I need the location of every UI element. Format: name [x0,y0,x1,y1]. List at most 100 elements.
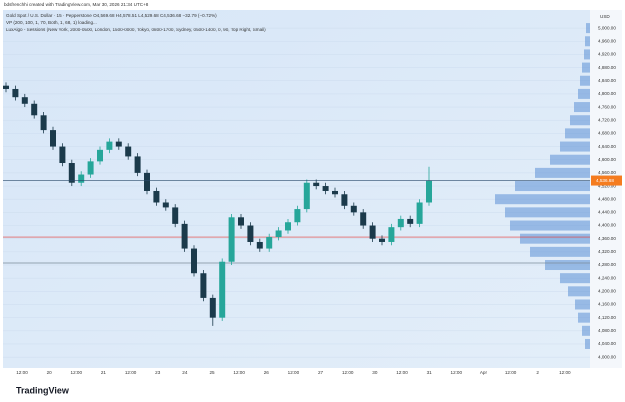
candle-body [313,182,320,187]
candle-body [238,217,244,226]
y-tick-label: 4,600.00 [598,157,616,162]
x-tick-label: Apr [480,370,488,375]
candle-body [332,190,338,195]
volume-bar [495,194,590,205]
candle-body [31,103,38,116]
candle-body [97,149,103,162]
y-tick-label: 4,960.00 [598,38,616,43]
x-tick-label: 12:00 [505,370,517,375]
volume-bar [505,207,590,218]
y-tick-label: 4,280.00 [598,262,616,267]
price-axis [590,10,622,368]
y-tick-label: 4,080.00 [598,328,616,333]
candle-body [40,115,47,131]
y-tick-label: 4,760.00 [598,104,616,109]
y-tick-label: 4,160.00 [598,302,616,307]
candle-body [426,180,432,203]
volume-bar [520,233,590,244]
y-tick-label: 4,200.00 [598,289,616,294]
current-price-label: 4,536.68 [596,178,614,183]
candle-body [125,146,132,157]
candle-body [247,225,254,242]
x-tick-label: 12:00 [16,370,28,375]
volume-bar [568,286,590,297]
volume-bar [545,260,590,271]
candle-body [303,182,310,210]
volume-bar [582,325,590,336]
candle-body [228,217,235,262]
volume-bar [585,36,590,47]
volume-bar [578,312,590,323]
candle-body [115,141,122,147]
candle-body [12,88,19,98]
y-tick-label: 4,800.00 [598,91,616,96]
candle-body [172,207,179,224]
x-tick-label: 12:00 [125,370,137,375]
candle-body [181,223,188,249]
candle-body [219,261,226,318]
x-tick-label: 12:00 [233,370,245,375]
volume-bar [586,23,590,34]
candle-body [275,230,282,238]
y-tick-label: 5,000.00 [598,25,616,30]
candle-body [350,205,357,213]
x-tick-label: 31 [427,370,433,375]
candle-body [209,297,216,318]
candle-body [68,163,75,183]
candle-body [407,218,414,224]
candle-body [360,212,367,226]
x-tick-label: 24 [182,370,188,375]
volume-bar [535,167,590,178]
x-tick-label: 26 [264,370,270,375]
currency[interactable]: USD [600,14,610,19]
candle-body [285,222,291,231]
y-tick-label: 4,720.00 [598,117,616,122]
candle-body [256,241,263,249]
volume-bar [515,181,590,192]
x-tick-label: 21 [101,370,107,375]
y-tick-label: 4,440.00 [598,210,616,215]
y-tick-label: 4,520.00 [598,183,616,188]
x-tick-label: 12:00 [396,370,408,375]
candle-body [369,225,376,239]
x-tick-label: 12:00 [451,370,463,375]
x-tick-label: 23 [155,370,161,375]
candle-body [379,238,385,242]
x-tick-label: 25 [209,370,215,375]
volume-bar [578,88,590,99]
x-tick-label: 12:00 [559,370,571,375]
candle-body [416,202,423,224]
candle-body [134,156,141,173]
candle-body [144,172,150,191]
brand: TradingView [16,385,70,395]
x-tick-label: 27 [318,370,324,375]
candle-body [162,202,169,208]
candle-body [341,194,348,206]
candle-body [322,186,329,191]
x-tick-label: 12:00 [71,370,83,375]
x-tick-label: 12:00 [288,370,300,375]
volume-bar [580,75,590,86]
candle-body [87,161,94,175]
x-tick-label: 30 [372,370,378,375]
indicator: LuxAlgo - Sessions (New York, 2000-0500,… [6,27,266,32]
volume-bar [570,115,590,126]
candle-body [266,237,273,249]
indicator: VP (200, 100, 1, 70, Both, 1, 68, 1) loa… [6,20,97,25]
volume-bar [565,128,590,139]
volume-bar [585,338,590,349]
y-tick-label: 4,640.00 [598,144,616,149]
plot-background [3,10,590,368]
volume-bar [575,299,590,310]
candle-body [191,248,197,274]
candle-body [106,141,113,150]
y-tick-label: 4,000.00 [598,354,616,359]
volume-bar [582,62,590,73]
y-tick-label: 4,120.00 [598,315,616,320]
y-tick-label: 4,680.00 [598,131,616,136]
credit: bdsfrenchhi created with TradingView.com… [4,2,149,7]
y-tick-label: 4,240.00 [598,275,616,280]
y-tick-label: 4,040.00 [598,341,616,346]
candle-body [200,273,207,298]
x-tick-label: 20 [47,370,53,375]
